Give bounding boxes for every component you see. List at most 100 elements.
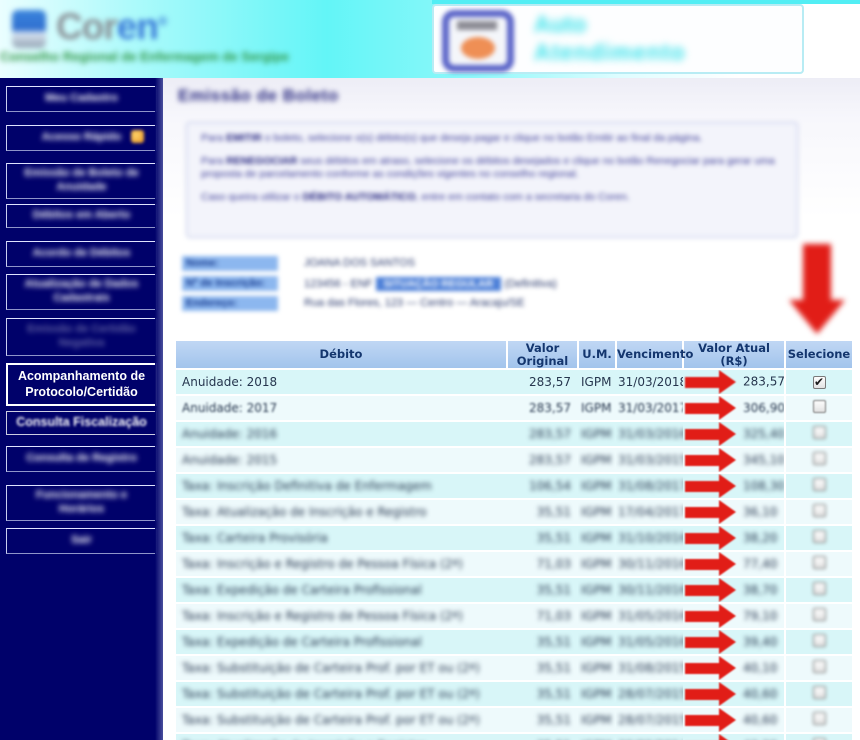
- cell-selecione: [784, 655, 852, 682]
- cell-debito: Anuidade: 2016: [176, 421, 507, 448]
- sidebar-item-acompanhamento-de-protocolo-certid-o[interactable]: Acompanhamento de Protocolo/Certidão: [6, 363, 157, 407]
- cell-valor-atual: 283,57: [683, 369, 785, 396]
- info-value-nome: JOANA DOS SANTOS: [304, 257, 416, 269]
- table-header-row: Débito Valor Original U.M. Vencimento Val…: [176, 341, 852, 370]
- red-arrow-right-icon: [683, 552, 737, 575]
- column-header-selecione: Selecione: [785, 341, 852, 370]
- red-arrow-right-icon: [683, 604, 737, 627]
- sidebar-item-acordo-de-d-bitos[interactable]: Acordo de Débitos: [6, 241, 157, 267]
- sidebar-item-emiss-o-de-boleto-de-anuidade[interactable]: Emissão de Boleto de Anuidade: [6, 163, 157, 199]
- service-banner-text: Auto Atendimento: [534, 10, 686, 66]
- row-checkbox[interactable]: ✔: [812, 375, 826, 389]
- sidebar-item-acesso-r-pido[interactable]: Acesso Rápido: [6, 125, 157, 151]
- table-row: Taxa: Inscrição e Registro de Pessoa Fís…: [176, 551, 852, 578]
- cell-debito: Taxa: Substituição de Carteira Prof. por…: [176, 681, 507, 708]
- red-arrow-right-icon: [683, 370, 737, 393]
- sidebar-item-sair[interactable]: Sair: [6, 527, 157, 554]
- sidebar-item-funcionamento-e-hor-rios[interactable]: Funcionamento e Horários: [6, 485, 157, 521]
- table-row: Anuidade: 2018 283,57 IGPM 31/03/2018 28…: [176, 369, 852, 396]
- cell-selecione: [784, 395, 852, 422]
- row-checkbox[interactable]: [812, 738, 826, 740]
- red-arrow-right-icon: [683, 448, 737, 471]
- cell-valor-atual: 77,40: [683, 551, 785, 578]
- sidebar-item-d-bitos-em-aberto[interactable]: Débitos em Aberto: [6, 204, 157, 228]
- red-arrow-right-icon: [683, 396, 737, 419]
- cell-um: IGPM: [578, 473, 616, 500]
- row-checkbox[interactable]: [812, 686, 826, 699]
- info-label-nome: Nome:: [182, 256, 278, 271]
- row-checkbox[interactable]: [812, 426, 826, 439]
- cell-debito: Taxa: Inscrição Definitiva de Enfermagem: [176, 473, 507, 500]
- row-checkbox[interactable]: [812, 634, 826, 647]
- cell-valor-atual: 40,60: [683, 681, 785, 708]
- sidebar-item-consulta-fiscaliza-o[interactable]: Consulta Fiscalização: [6, 411, 157, 436]
- service-banner: Auto Atendimento: [432, 4, 804, 74]
- cell-valor-original: 283,57: [507, 421, 578, 448]
- row-checkbox[interactable]: [812, 660, 826, 673]
- cell-debito: Taxa: Expedição de Carteira Profissional: [176, 577, 507, 604]
- service-line1: Auto: [534, 11, 587, 37]
- cell-valor-original: 35,51: [507, 629, 578, 656]
- row-checkbox[interactable]: [812, 608, 826, 621]
- sidebar-item-emiss-o-de-certid-o-negativa[interactable]: Emissão de Certidão Negativa: [6, 318, 157, 356]
- table-row: Taxa: Inscrição e Registro de Pessoa Fís…: [176, 603, 852, 630]
- cell-debito: Anuidade: 2018: [176, 369, 507, 396]
- table-row: Anuidade: 2017 283,57 IGPM 31/03/2017 30…: [176, 395, 852, 422]
- cell-um: IGPM: [578, 733, 616, 740]
- red-arrow-right-icon: [683, 708, 737, 731]
- cell-valor-atual: 39,40: [683, 629, 785, 656]
- sidebar-item-label: Acompanhamento de Protocolo/Certidão: [17, 369, 146, 399]
- cell-um: IGPM: [578, 369, 616, 396]
- row-checkbox[interactable]: [812, 530, 826, 543]
- cell-vencimento: 31/08/2017: [616, 473, 683, 500]
- row-checkbox[interactable]: [812, 712, 826, 725]
- cell-vencimento: 30/09/2014: [616, 733, 683, 740]
- cell-selecione: [784, 707, 852, 734]
- red-arrow-right-icon: [683, 630, 737, 653]
- cell-valor-original: 35,51: [507, 733, 578, 740]
- sidebar-item-label: Acordo de Débitos: [32, 247, 131, 260]
- cell-vencimento: 31/05/2016: [616, 629, 683, 656]
- cell-selecione: [784, 603, 852, 630]
- cell-debito: Taxa: Atualização de Inscrição e Registr…: [176, 499, 507, 526]
- info-value-endereco: Rua das Flores, 123 — Centro — Aracaju/S…: [304, 297, 525, 309]
- cell-selecione: [784, 551, 852, 578]
- row-checkbox[interactable]: [812, 556, 826, 569]
- red-arrow-right-icon: [683, 474, 737, 497]
- row-checkbox[interactable]: [812, 452, 826, 465]
- info-label-inscricao: Nº de Inscrição:: [182, 276, 278, 291]
- red-arrow-right-icon: [683, 578, 737, 601]
- row-checkbox[interactable]: [812, 478, 826, 491]
- cell-um: IGPM: [578, 395, 616, 422]
- cell-valor-atual: 38,70: [683, 577, 785, 604]
- instruction-paragraph: Caso queira utilizar o DÉBITO AUTOMÁTICO…: [201, 190, 630, 203]
- sidebar-nav: Meu Cadastro Acesso Rápido Emissão de Bo…: [0, 78, 163, 740]
- cell-valor-atual: 306,90: [683, 395, 785, 422]
- sidebar-item-meu-cadastro[interactable]: Meu Cadastro: [6, 86, 157, 112]
- cell-valor-original: 283,57: [507, 447, 578, 474]
- cell-um: IGPM: [578, 447, 616, 474]
- column-header-valor-original: Valor Original: [507, 341, 579, 370]
- sidebar-item-consulta-de-registro[interactable]: Consulta de Registro: [6, 446, 157, 473]
- banner-top-line: [432, 0, 860, 4]
- sidebar-item-atualiza-o-de-dados-cadastrais[interactable]: Atualização de Dados Cadastrais: [6, 274, 157, 310]
- row-checkbox[interactable]: [812, 504, 826, 517]
- sidebar-item-label: Emissão de Certidão Negativa: [27, 323, 136, 349]
- cell-debito: Anuidade: 2017: [176, 395, 507, 422]
- cell-selecione: [784, 473, 852, 500]
- logo-wordmark: Coren®: [56, 6, 167, 48]
- table-row: Taxa: Expedição de Carteira Profissional…: [176, 629, 852, 656]
- cell-vencimento: 30/11/2016: [616, 551, 683, 578]
- user-info: Nome: JOANA DOS SANTOS Nº de Inscrição: …: [182, 256, 782, 316]
- cell-valor-atual: 40,60: [683, 707, 785, 734]
- instruction-paragraph: Para EMITIR o boleto, selecione o(s) déb…: [201, 132, 703, 144]
- cell-valor-atual: 108,30: [683, 473, 785, 500]
- user-info-row: Endereço: Rua das Flores, 123 — Centro —…: [182, 296, 782, 311]
- sidebar-item-label: Sair: [71, 533, 92, 546]
- debt-table: Débito Valor Original U.M. Vencimento Val…: [176, 341, 852, 740]
- table-row: Taxa: Carteira Provisória 35,51 IGPM 31/…: [176, 525, 852, 552]
- table-row: Taxa: Atualização de Inscrição e Registr…: [176, 733, 852, 740]
- row-checkbox[interactable]: [812, 582, 826, 595]
- row-checkbox[interactable]: [812, 400, 826, 413]
